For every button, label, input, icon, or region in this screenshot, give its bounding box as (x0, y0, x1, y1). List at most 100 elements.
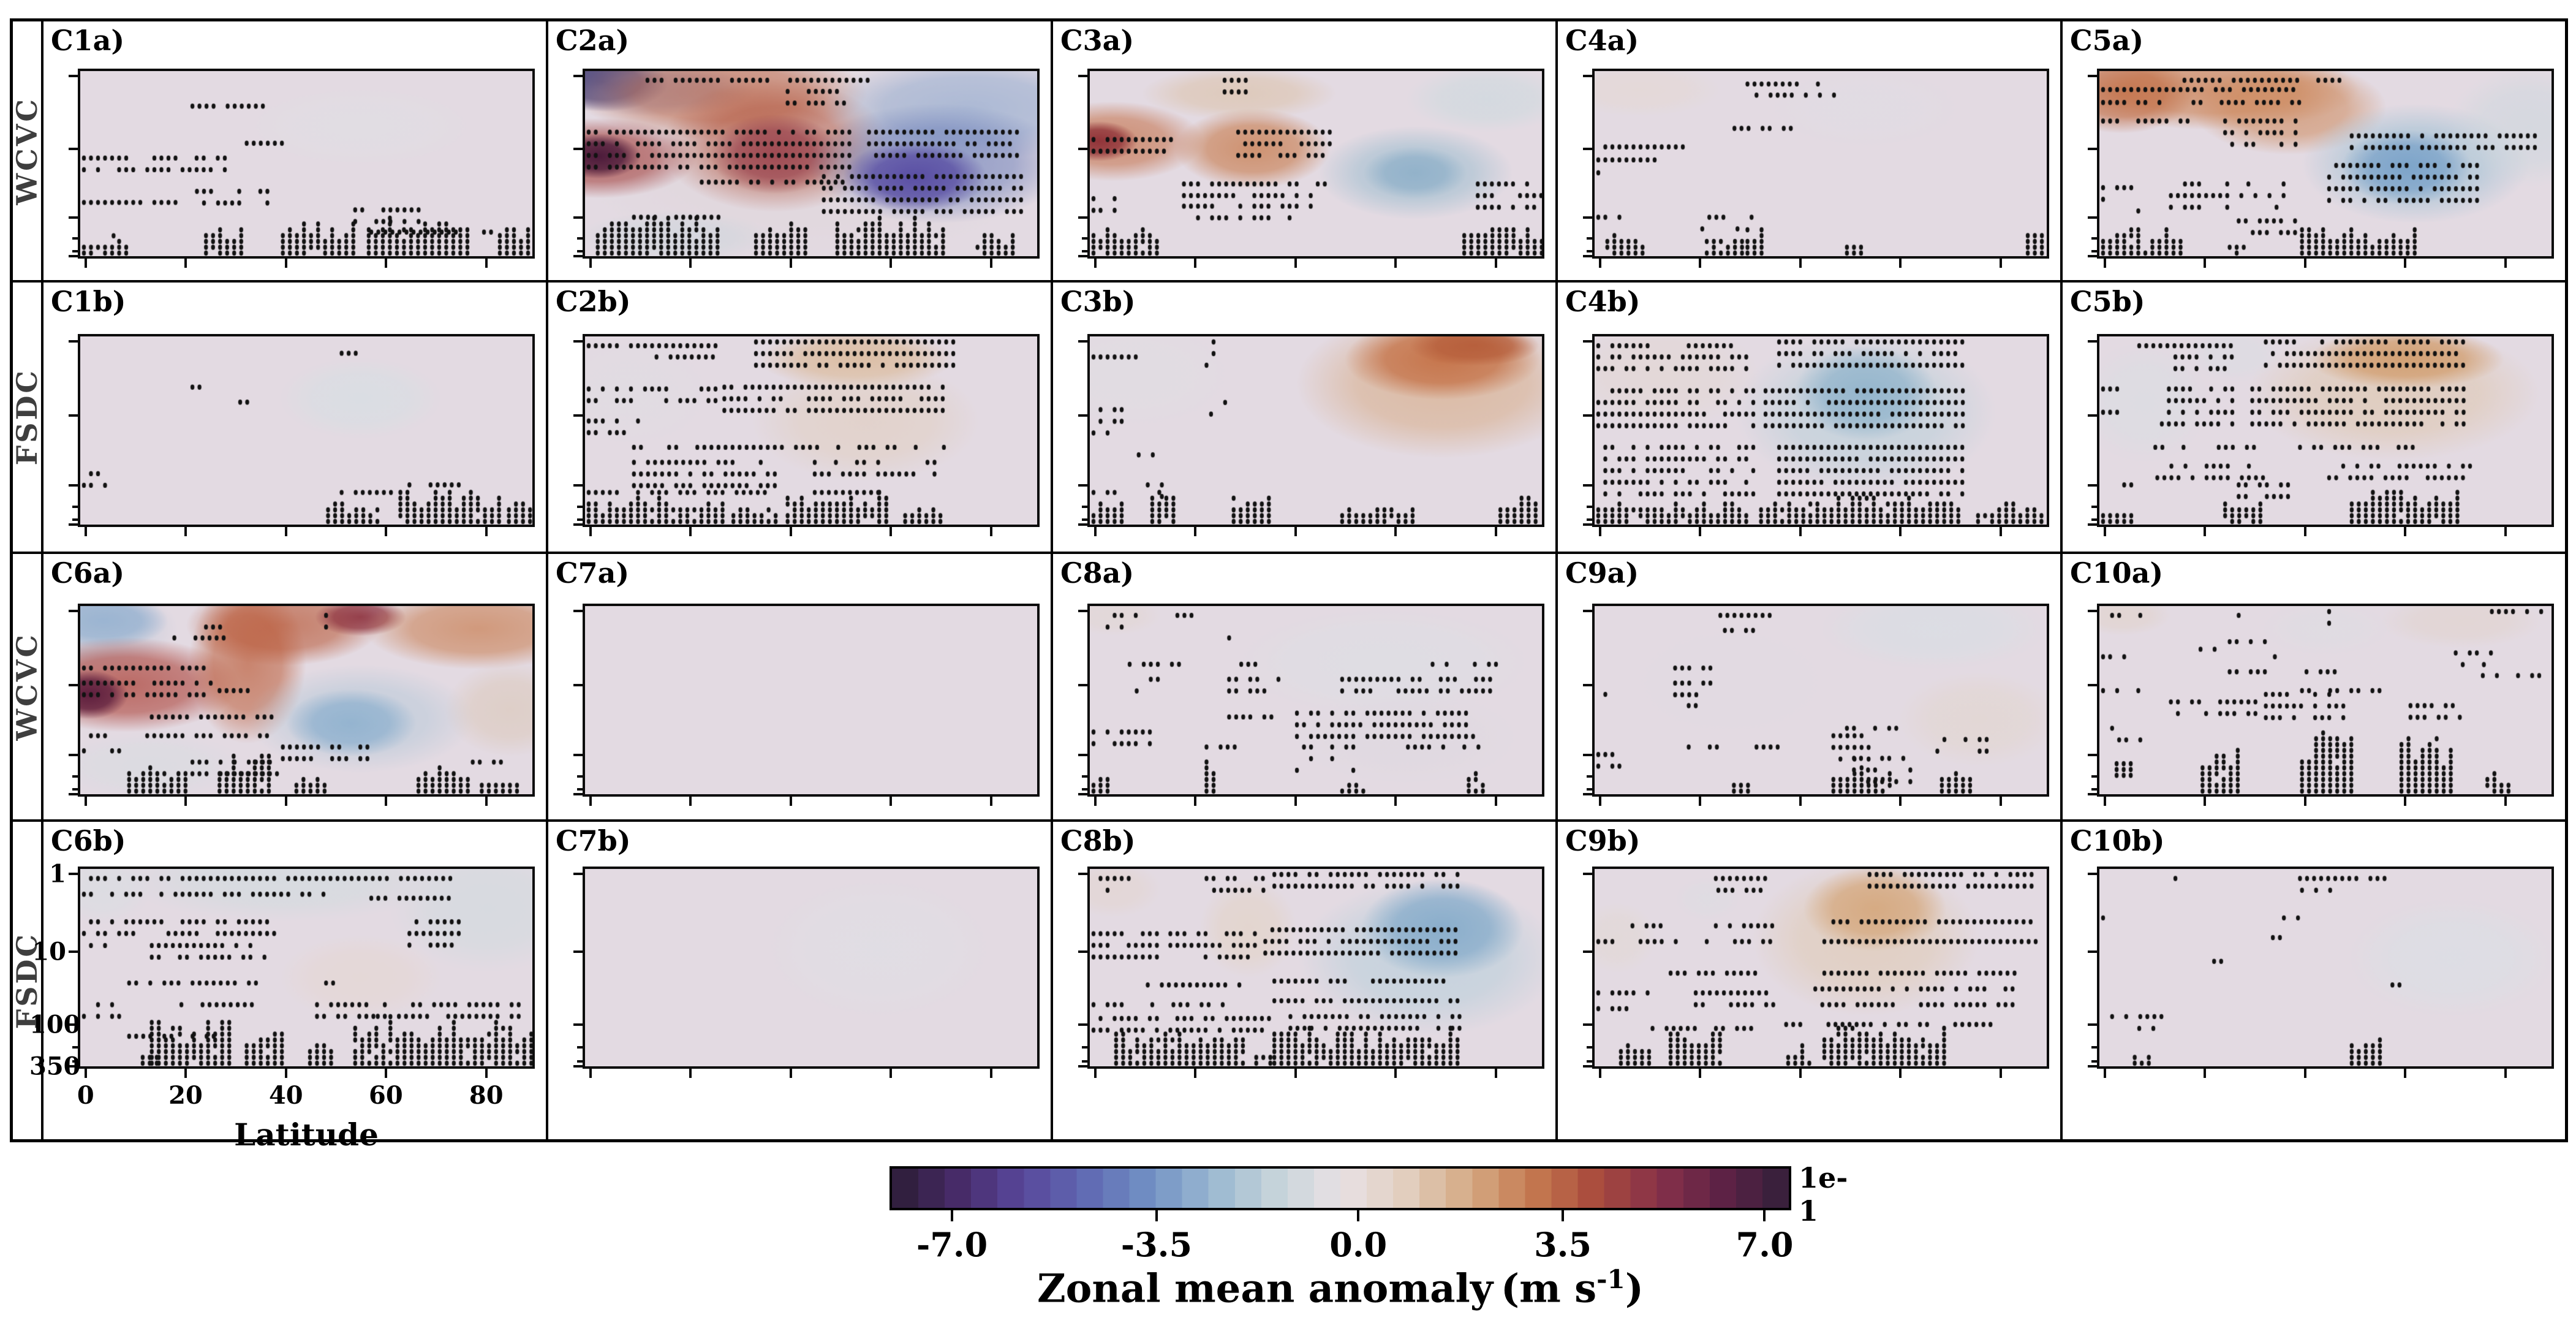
panel-C10a: C10a) (2063, 554, 2565, 819)
panel-grid: WCVC C1a) C2a) C3a) C4a) C5a) FSDC C1b) … (10, 18, 2568, 1153)
y-axis-tick (1078, 339, 1087, 343)
stipple-canvas (1595, 869, 2047, 1066)
x-axis-tick (1999, 259, 2002, 268)
contour-blob (2415, 71, 2551, 210)
x-axis-tick (1093, 1069, 1097, 1078)
y-axis-tick (573, 950, 583, 954)
contour-blob (80, 719, 284, 794)
y-axis-minor-tick (2091, 518, 2097, 522)
plot-area (2097, 604, 2554, 797)
y-axis-minor-tick (2091, 250, 2097, 253)
contour-blob (2153, 71, 2425, 173)
contour-blob (585, 336, 744, 468)
contour-blob (2271, 336, 2543, 401)
row-label-text: FSDC (10, 368, 43, 466)
y-axis-minor-tick (72, 518, 78, 522)
stipple-canvas (585, 869, 1037, 1066)
stipple-canvas (2099, 336, 2551, 525)
y-axis-tick (2088, 147, 2097, 150)
y-axis-tick (69, 255, 78, 257)
panel-label: C7a) (556, 556, 630, 590)
panel-label: C9a) (1565, 556, 1639, 590)
y-axis-tick (1583, 683, 1592, 686)
y-axis-tick (69, 1065, 78, 1068)
y-tick-label: 350 (29, 1052, 81, 1081)
panel-C5b: C5b) (2063, 283, 2565, 552)
y-axis-minor-tick (577, 775, 583, 778)
y-axis-tick (573, 873, 583, 876)
y-tick-label: 1 (49, 859, 66, 889)
x-axis-tick (1598, 527, 1601, 536)
contour-blob (1090, 606, 1180, 644)
colorbar-tick-label: 7.0 (1736, 1225, 1794, 1264)
contour-blob (80, 869, 171, 938)
y-axis-minor-tick (2091, 505, 2097, 508)
y-axis-minor-tick (1587, 775, 1592, 778)
panel-label: C9b) (1565, 824, 1641, 857)
y-axis-minor-tick (577, 250, 583, 253)
x-axis-tick (2103, 1069, 2106, 1078)
x-axis-tick (889, 527, 892, 536)
y-axis-tick (1078, 753, 1087, 756)
contour-blob (1248, 869, 1542, 1066)
y-axis-minor-tick (1082, 518, 1087, 522)
x-axis-tick (2203, 797, 2206, 806)
contour-blob (1329, 869, 1542, 998)
colorbar-title: Zonal mean anomaly (m s-1) (1037, 1264, 1644, 1311)
y-axis-tick (1078, 74, 1087, 77)
y-axis-tick (69, 523, 78, 526)
y-axis-tick (1078, 255, 1087, 257)
x-axis-tick (2203, 1069, 2206, 1078)
y-axis-tick (2088, 484, 2097, 487)
y-axis-minor-tick (2091, 775, 2097, 778)
y-axis-tick (2088, 873, 2097, 876)
x-axis-tick (1193, 1069, 1196, 1078)
contour-blob (1374, 71, 1542, 145)
stipple-canvas (80, 869, 532, 1066)
stipple-canvas (1595, 71, 2047, 256)
x-axis-tick (1394, 1069, 1397, 1078)
contour-blob (1307, 336, 1542, 415)
contour-blob (720, 869, 1037, 1047)
y-axis-tick (1078, 950, 1087, 954)
x-tick-label: 0 (77, 1081, 94, 1110)
x-axis-tick (184, 527, 187, 536)
y-axis-tick (1078, 793, 1087, 795)
x-axis-tick (2303, 797, 2306, 806)
contour-blob (585, 124, 658, 188)
contour-blob (1090, 86, 1239, 197)
x-axis-tick (1494, 797, 1497, 806)
x-tick-label: 80 (469, 1081, 504, 1110)
x-axis-tick (184, 1069, 187, 1078)
y-axis-tick (1583, 1023, 1592, 1026)
x-axis-tick (384, 527, 387, 536)
contour-blob (80, 661, 144, 729)
panel-label: C2b) (556, 285, 631, 318)
colorbar-title-suffix: ) (1625, 1265, 1644, 1312)
colorbar-tick-label: 0.0 (1329, 1225, 1388, 1264)
x-axis-tick (1193, 259, 1196, 268)
x-axis-tick (1294, 1069, 1297, 1078)
panel-C3a: C3a) (1053, 21, 1555, 280)
plot-area (1087, 69, 1544, 259)
colorbar-tick (1562, 1210, 1565, 1221)
x-axis-tick (1799, 527, 1802, 536)
x-axis-tick (384, 797, 387, 806)
x-axis-tick (889, 1069, 892, 1078)
x-axis-tick (1698, 1069, 1701, 1078)
y-axis-minor-tick (577, 518, 583, 522)
y-axis-tick (573, 414, 583, 417)
contour-blob (1595, 606, 1866, 757)
y-axis-tick (1583, 950, 1592, 954)
panel-label: C10b) (2070, 824, 2165, 857)
y-axis-tick (69, 873, 78, 876)
y-axis-tick (2088, 339, 2097, 343)
contour-blob (1180, 869, 1316, 998)
panel-C4b: C4b) (1558, 283, 2060, 552)
x-axis-tick (1898, 259, 1902, 268)
contour-blob (80, 869, 510, 938)
x-axis-tick (789, 797, 792, 806)
row-label-fsdc-1: FSDC (10, 283, 43, 552)
contour-blob (1383, 336, 1542, 374)
contour-blob (1090, 113, 1154, 170)
